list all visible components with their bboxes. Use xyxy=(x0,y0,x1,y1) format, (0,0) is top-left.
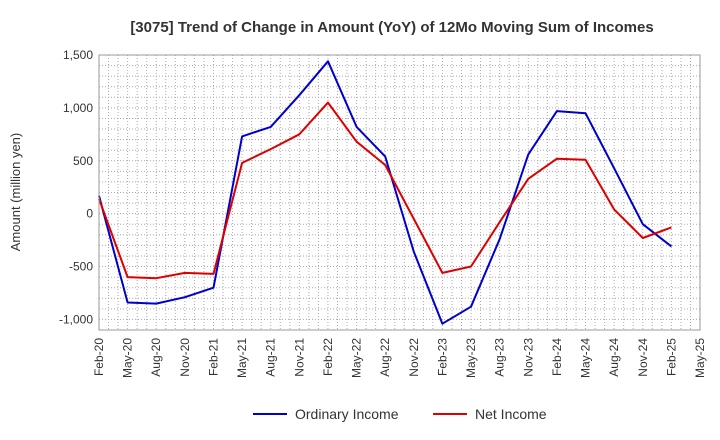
x-tick-label: Nov-20 xyxy=(178,338,192,377)
x-tick-label: May-24 xyxy=(579,338,593,378)
plot-frame xyxy=(98,54,701,331)
y-tick-label: 1,500 xyxy=(63,48,93,62)
y-tick-label: -500 xyxy=(69,260,93,274)
x-tick-label: May-25 xyxy=(693,338,707,378)
legend: Ordinary Income Net Income xyxy=(253,406,547,422)
y-tick-label: 0 xyxy=(86,207,93,221)
x-tick-label: May-23 xyxy=(464,338,478,378)
y-tick-labels: 1,500 1,000 500 0 -500 -1,000 xyxy=(59,48,93,326)
x-tick-label: Nov-21 xyxy=(292,338,306,377)
x-tick-label: Feb-24 xyxy=(550,338,564,376)
y-tick-label: 1,000 xyxy=(63,101,93,115)
x-tick-label: Aug-21 xyxy=(264,338,278,377)
series-line-ordinary-income xyxy=(98,60,673,325)
x-tick-label: May-20 xyxy=(121,338,135,378)
chart-title: [3075] Trend of Change in Amount (YoY) o… xyxy=(130,19,653,36)
x-tick-label: Feb-22 xyxy=(321,338,335,376)
legend-label: Net Income xyxy=(475,406,547,422)
x-tick-label: Nov-24 xyxy=(636,338,650,377)
x-tick-label: Aug-20 xyxy=(149,338,163,377)
x-tick-label: Aug-23 xyxy=(493,338,507,377)
x-tick-labels: Feb-20 May-20 Aug-20 Nov-20 Feb-21 May-21 Aug-… xyxy=(92,338,707,378)
series-lines xyxy=(98,60,673,325)
x-tick-label: Aug-24 xyxy=(607,338,621,377)
legend-label: Ordinary Income xyxy=(295,406,399,422)
grid xyxy=(99,55,700,330)
y-tick-label: 500 xyxy=(73,154,93,168)
y-tick-label: -1,000 xyxy=(59,312,93,326)
x-tick-label: Aug-22 xyxy=(378,338,392,377)
x-tick-label: Feb-21 xyxy=(206,338,220,376)
x-tick-label: Nov-23 xyxy=(521,338,535,377)
x-tick-label: May-22 xyxy=(350,338,364,378)
y-axis-label: Amount (million yen) xyxy=(8,133,23,252)
x-tick-label: Feb-23 xyxy=(435,338,449,376)
x-tick-label: Feb-25 xyxy=(664,338,678,376)
x-tick-label: Nov-22 xyxy=(407,338,421,377)
series-line-net-income xyxy=(98,101,672,280)
x-tick-label: May-21 xyxy=(235,338,249,378)
x-tick-label: Feb-20 xyxy=(92,338,106,376)
